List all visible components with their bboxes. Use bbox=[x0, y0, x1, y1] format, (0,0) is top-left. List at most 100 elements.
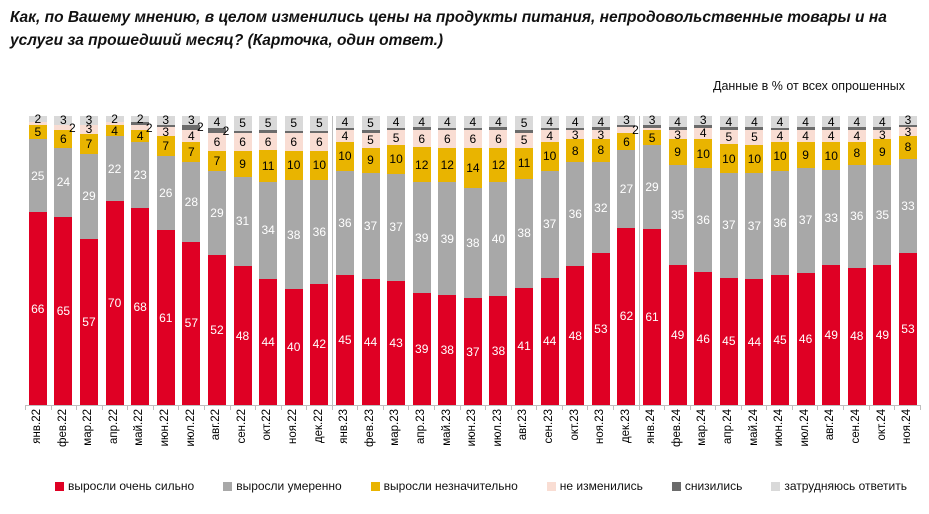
axis-tick bbox=[561, 405, 563, 410]
axis-tick bbox=[255, 405, 257, 410]
bar-segment: 10 bbox=[694, 139, 713, 169]
bar-value-label: 27 bbox=[619, 181, 634, 196]
bar-segment: 5 bbox=[233, 116, 252, 131]
bar-value-label: 70 bbox=[107, 295, 122, 310]
bar-group: 42 36 10 6 5 bbox=[307, 116, 333, 405]
bar-segment: 49 bbox=[822, 264, 841, 405]
bar-value-label: 10 bbox=[287, 158, 301, 173]
bar-segment: 38 bbox=[463, 188, 482, 299]
axis-tick bbox=[817, 405, 819, 410]
bar-segment bbox=[361, 130, 380, 134]
x-axis-label: авг.23 bbox=[517, 409, 530, 441]
bar-segment: 5 bbox=[745, 130, 764, 145]
bar-segment bbox=[771, 127, 790, 131]
bar-segment: 26 bbox=[156, 156, 175, 231]
bar-segment: 9 bbox=[796, 141, 815, 168]
bar-segment: 6 bbox=[438, 130, 457, 148]
bar-segment: 6 bbox=[207, 133, 226, 151]
legend-swatch bbox=[771, 481, 781, 491]
legend-item: выросли умеренно bbox=[223, 479, 342, 493]
stacked-bar: 62 27 6 2 3 bbox=[617, 114, 639, 405]
bar-segment: 4 bbox=[873, 114, 892, 129]
stacked-bar: 44 37 10 4 4 bbox=[540, 116, 559, 405]
bar-segment bbox=[643, 127, 662, 131]
bar-segment: 46 bbox=[694, 272, 713, 405]
axis-tick bbox=[510, 405, 512, 410]
bar-value-label: 41 bbox=[517, 339, 531, 354]
axis-tick bbox=[715, 405, 717, 410]
bar-segment: 5 bbox=[643, 130, 662, 145]
x-axis-label: авг.22 bbox=[210, 409, 223, 441]
bar-segment: 7 bbox=[207, 150, 226, 171]
stacked-bar: 48 31 9 6 5 bbox=[233, 116, 252, 405]
axis-tick bbox=[357, 405, 359, 410]
stacked-bar: 48 36 8 3 4 bbox=[566, 116, 585, 405]
stacked-bar: 38 40 12 6 4 bbox=[489, 116, 508, 405]
stacked-bar: 61 29 5 3 bbox=[643, 114, 662, 405]
bar-group: 45 37 10 5 4 bbox=[716, 116, 742, 405]
legend-label: не изменились bbox=[559, 479, 643, 493]
bar-segment: 57 bbox=[79, 238, 98, 405]
bar-value-label: 10 bbox=[542, 149, 557, 164]
bar-value-label: 44 bbox=[542, 334, 557, 349]
bar-value-label: 5 bbox=[648, 130, 656, 145]
stacked-bar: 48 36 8 4 4 bbox=[847, 114, 866, 405]
bar-segment: 11 bbox=[515, 147, 534, 179]
stacked-bar: 41 38 11 5 5 bbox=[515, 116, 534, 405]
legend-swatch bbox=[546, 481, 556, 491]
legend-label: выросли очень сильно bbox=[68, 479, 195, 493]
x-axis-label: фев.24 bbox=[670, 409, 683, 447]
bar-value-label: 4 bbox=[879, 114, 886, 129]
bar-value-label: 38 bbox=[287, 227, 301, 242]
legend-label: снизились bbox=[684, 479, 743, 493]
bar-value-label: 4 bbox=[341, 114, 349, 129]
bar-value-label: 49 bbox=[875, 327, 890, 342]
legend-item: выросли незначительно bbox=[370, 479, 518, 493]
stacked-bar: 57 29 7 3 3 bbox=[79, 114, 98, 405]
bar-value-label: 35 bbox=[670, 207, 685, 222]
bar-value-label: 4 bbox=[853, 114, 861, 129]
bar-segment: 29 bbox=[643, 144, 662, 229]
bar-segment: 10 bbox=[771, 142, 790, 171]
legend-item: снизились bbox=[671, 479, 743, 493]
bar-segment: 7 bbox=[182, 141, 201, 162]
bar-segment bbox=[131, 121, 150, 125]
bar-group: 37 38 14 6 4 bbox=[460, 116, 486, 405]
bar-segment: 36 bbox=[694, 168, 713, 273]
bar-segment: 44 bbox=[361, 279, 380, 405]
axis-tick bbox=[536, 405, 538, 410]
bar-segment bbox=[156, 124, 175, 128]
bar-value-label: 38 bbox=[466, 236, 480, 251]
bar-value-label: 5 bbox=[751, 130, 758, 145]
bar-segment: 3 bbox=[668, 129, 687, 141]
x-axis-label: дек.22 bbox=[312, 409, 325, 444]
bar-segment: 6 bbox=[284, 133, 303, 151]
x-axis-label: фев.22 bbox=[56, 409, 69, 447]
bar-value-label: 45 bbox=[773, 332, 787, 347]
bar-value-label: 11 bbox=[261, 159, 275, 174]
stacked-bar: 61 26 7 3 3 bbox=[156, 114, 175, 405]
bar-segment: 4 bbox=[566, 116, 585, 128]
bar-segment: 10 bbox=[745, 144, 764, 174]
stacked-bar: 46 37 9 4 4 bbox=[796, 116, 815, 405]
bar-value-label: 3 bbox=[60, 113, 67, 128]
bar-group: 38 40 12 6 4 bbox=[486, 116, 512, 405]
bar-value-label: 23 bbox=[133, 168, 147, 183]
bar-segment: 6 bbox=[259, 133, 278, 151]
bar-segment: 66 bbox=[28, 212, 47, 405]
bar-group: 61 26 7 3 3 bbox=[153, 114, 179, 405]
bar-value-label: 5 bbox=[34, 125, 42, 140]
bar-segment: 2 bbox=[54, 122, 76, 134]
bar-value-label: 4 bbox=[136, 129, 144, 144]
stacked-bar: 44 34 11 6 5 bbox=[259, 116, 278, 405]
bar-segment: 52 bbox=[207, 254, 226, 405]
bar-value-label: 5 bbox=[725, 130, 733, 145]
bar-segment: 37 bbox=[540, 170, 559, 278]
bar-segment bbox=[28, 121, 47, 125]
bar-value-label: 4 bbox=[443, 114, 451, 129]
bar-group: 44 37 9 5 5 bbox=[358, 116, 384, 405]
bar-value-label: 8 bbox=[853, 146, 861, 161]
bar-value-label: 39 bbox=[415, 342, 429, 357]
bar-segment: 7 bbox=[156, 136, 175, 157]
bar-value-label: 4 bbox=[341, 129, 349, 144]
